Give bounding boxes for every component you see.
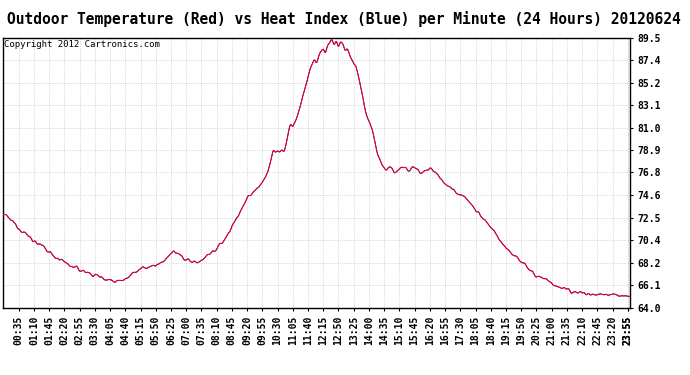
Text: Outdoor Temperature (Red) vs Heat Index (Blue) per Minute (24 Hours) 20120624: Outdoor Temperature (Red) vs Heat Index …	[7, 11, 680, 27]
Text: Copyright 2012 Cartronics.com: Copyright 2012 Cartronics.com	[4, 40, 160, 49]
